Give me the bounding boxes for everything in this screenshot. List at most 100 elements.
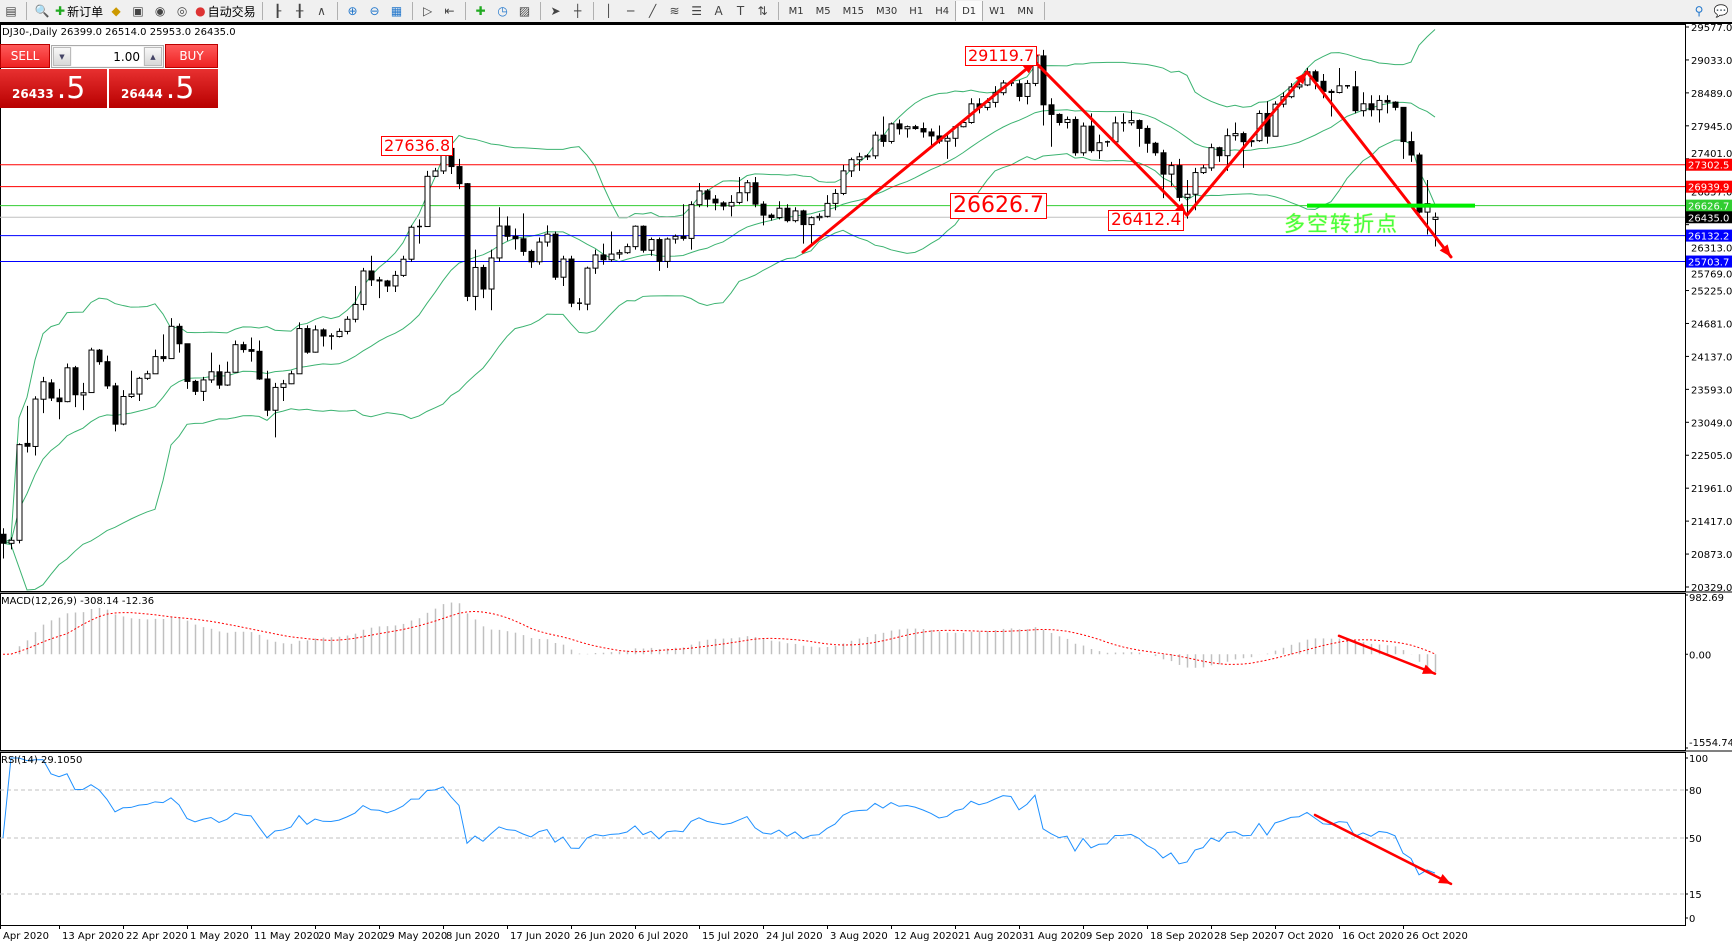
candle[interactable] [680,204,687,241]
macd-trend-arrow[interactable] [1337,634,1437,675]
candle[interactable] [600,243,607,265]
price-label-high-september[interactable]: 29119.7 [965,46,1038,66]
candle[interactable] [520,213,527,256]
candle[interactable] [728,195,735,217]
lot-decrease-button[interactable]: ▼ [53,47,71,66]
candle[interactable] [1152,141,1159,156]
candle[interactable] [816,213,823,221]
candle[interactable] [296,322,303,375]
terminal-button[interactable]: ◉ [149,1,171,21]
candle[interactable] [864,153,871,161]
candle[interactable] [120,390,127,426]
candle[interactable] [432,167,439,177]
candle[interactable] [8,537,15,550]
candle[interactable] [1144,125,1151,153]
search-button[interactable]: ⚲ [1688,1,1710,21]
candle[interactable] [504,216,511,241]
candle[interactable] [488,249,495,311]
candle[interactable] [136,376,143,402]
candle[interactable] [320,328,327,347]
candle[interactable] [408,225,415,262]
candle[interactable] [0,528,7,559]
candle[interactable] [88,347,95,394]
candle[interactable] [888,122,895,144]
candle[interactable] [24,405,31,453]
candle[interactable] [1176,158,1183,202]
candle[interactable] [880,116,887,147]
candle[interactable] [160,334,167,362]
candle[interactable] [1208,143,1215,171]
candle[interactable] [792,207,799,223]
candle[interactable] [417,219,422,244]
zoom-in-button[interactable]: ⊕ [342,1,364,21]
candle[interactable] [584,266,591,311]
candle[interactable] [640,225,647,253]
candle[interactable] [424,170,431,228]
candle[interactable] [32,396,39,456]
candle[interactable] [48,379,55,402]
candle[interactable] [536,237,543,265]
timeframe-h1[interactable]: H1 [909,5,924,17]
periods-button[interactable]: ◷ [492,1,514,21]
trend-arrow[interactable] [1185,70,1309,217]
profiles-button[interactable]: 🔍 [31,1,53,21]
timeframe-m15[interactable]: M15 [842,5,864,17]
crosshair-button[interactable]: ┼ [567,1,589,21]
candle[interactable] [688,201,695,250]
candle[interactable] [168,318,175,360]
sell-price[interactable]: 26433 .5 [0,69,107,108]
candle[interactable] [368,255,375,286]
candle[interactable] [1376,95,1383,123]
candle[interactable] [768,213,775,221]
candle[interactable] [1368,95,1375,117]
candle[interactable] [1168,161,1175,187]
candle[interactable] [304,325,311,354]
vertical-line-button[interactable]: │ [598,1,620,21]
candle[interactable] [856,152,863,171]
templates-button[interactable]: ▨ [514,1,536,21]
timeframe-m1[interactable]: M1 [788,5,804,17]
candle[interactable] [232,340,239,373]
indicators-button[interactable]: ✚ [470,1,492,21]
candle[interactable] [904,125,911,138]
lot-increase-button[interactable]: ▲ [144,47,162,66]
candle[interactable] [1040,49,1047,126]
timeframe-m5[interactable]: M5 [815,5,831,17]
candle[interactable] [128,370,135,399]
candle[interactable] [240,341,247,353]
candle[interactable] [1024,80,1031,105]
candle[interactable] [56,388,63,420]
candle[interactable] [1048,98,1055,147]
price-label-high-june[interactable]: 27636.8 [381,136,454,156]
tile-windows-button[interactable]: ▦ [386,1,408,21]
candle[interactable] [1128,110,1135,126]
timeframe-h4[interactable]: H4 [935,5,950,17]
candle[interactable] [392,270,399,293]
candle[interactable] [592,249,599,274]
candle[interactable] [624,243,631,254]
fibonacci-button[interactable]: ≋ [664,1,686,21]
candle[interactable] [824,195,831,218]
candle[interactable] [1264,101,1271,144]
candle[interactable] [216,364,223,389]
candle[interactable] [744,180,751,202]
candle[interactable] [1384,95,1391,114]
rsi-trend-arrow[interactable] [1313,813,1453,886]
candle[interactable] [336,328,343,338]
candle[interactable] [632,225,639,250]
candle[interactable] [696,183,703,208]
price-label-low-september[interactable]: 26412.4 [1108,210,1185,231]
candle[interactable] [776,201,783,220]
candle[interactable] [648,237,655,256]
candle[interactable] [760,201,767,226]
candle[interactable] [672,234,679,244]
candle[interactable] [360,267,367,311]
timeframe-w1[interactable]: W1 [989,5,1006,17]
candle[interactable] [664,237,671,268]
candle[interactable] [544,225,551,247]
candle[interactable] [480,264,487,299]
auto-trading-button[interactable]: ● 自动交易 [193,1,258,21]
candle[interactable] [329,333,334,350]
candle[interactable] [64,363,71,403]
